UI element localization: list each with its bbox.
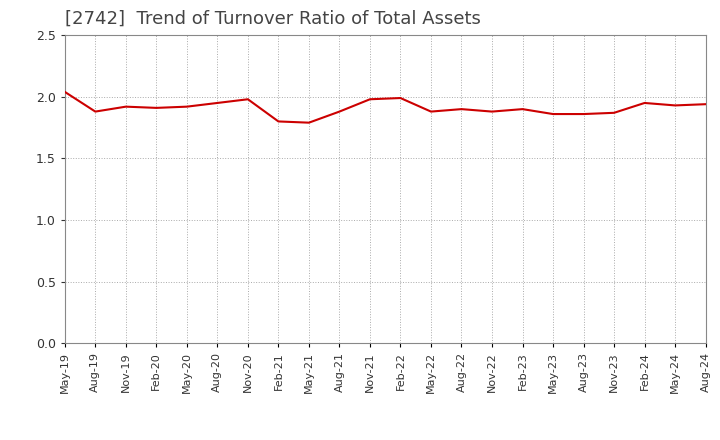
Text: [2742]  Trend of Turnover Ratio of Total Assets: [2742] Trend of Turnover Ratio of Total … <box>65 10 481 28</box>
